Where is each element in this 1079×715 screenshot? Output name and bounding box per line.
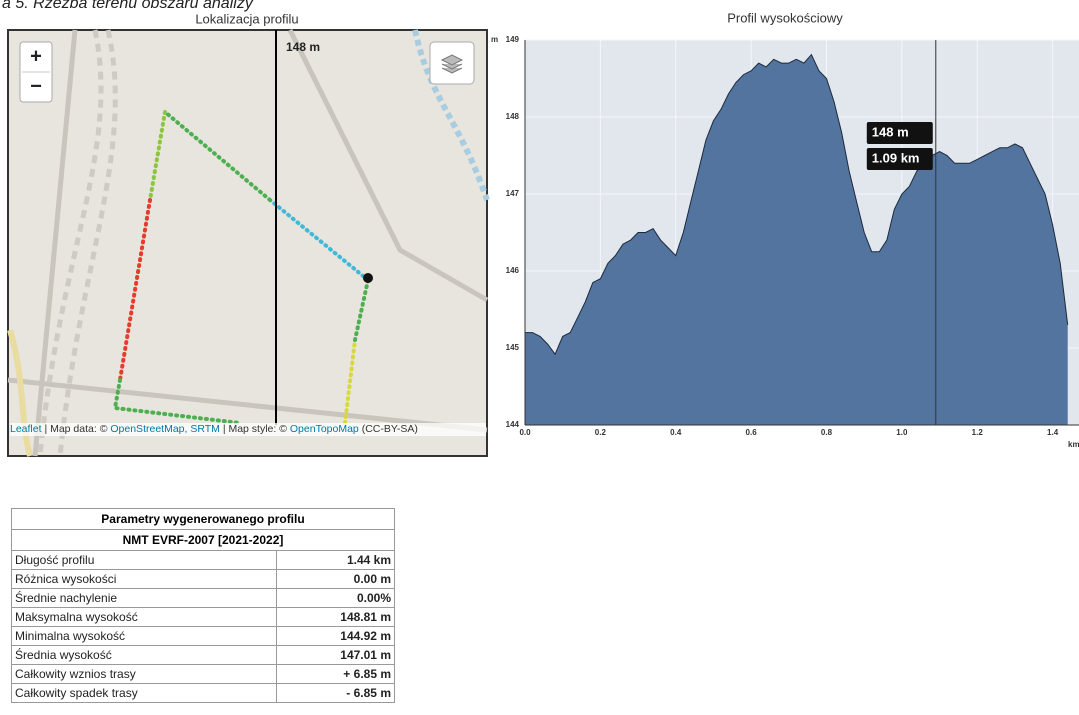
layers-button[interactable] [430, 42, 474, 84]
caption: a 5. Rzeźba terenu obszaru analizy [2, 0, 254, 12]
parameter-name: Średnia wysokość [12, 646, 277, 665]
parameter-value: 1.44 km [277, 551, 395, 570]
parameter-name: Minimalna wysokość [12, 627, 277, 646]
map-title: Lokalizacja profilu [195, 11, 298, 26]
table-row: Całkowity spadek trasy- 6.85 m [12, 684, 395, 703]
attribution-part: Leaflet [10, 423, 42, 435]
tooltip-text: 1.09 km [872, 150, 920, 165]
y-tick-label: 148 [506, 112, 520, 121]
x-tick-label: 0.8 [821, 428, 833, 437]
y-tick-label: 149 [506, 35, 520, 44]
table-title: Parametry wygenerowanego profilu [12, 509, 395, 530]
cursor-label: 148 m [286, 40, 320, 54]
position-marker [363, 273, 373, 283]
zoom-in-button[interactable]: + [30, 45, 42, 67]
x-tick-label: 0.0 [519, 428, 531, 437]
page: a 5. Rzeźba terenu obszaru analizy Lokal… [0, 0, 1079, 715]
tooltip-text: 148 m [872, 124, 909, 139]
parameter-name: Długość profilu [12, 551, 277, 570]
parameters-table: Parametry wygenerowanego profilu NMT EVR… [11, 508, 395, 703]
parameter-name: Średnie nachylenie [12, 589, 277, 608]
attribution-part: (CC-BY-SA) [359, 423, 418, 435]
y-tick-label: 147 [506, 189, 520, 198]
y-tick-label: 146 [506, 266, 520, 275]
attribution-part: OpenTopoMap [290, 423, 359, 435]
parameter-value: 0.00% [277, 589, 395, 608]
parameter-value: + 6.85 m [277, 665, 395, 684]
attribution-part: OpenStreetMap, SRTM [110, 423, 220, 435]
x-tick-label: 0.4 [670, 428, 682, 437]
zoom-out-button[interactable]: − [30, 75, 42, 97]
x-tick-label: 0.2 [595, 428, 607, 437]
y-tick-label: 144 [506, 420, 520, 429]
parameter-name: Maksymalna wysokość [12, 608, 277, 627]
y-tick-label: 145 [506, 343, 520, 352]
map-background [8, 30, 487, 456]
parameter-value: 0.00 m [277, 570, 395, 589]
attribution: Leaflet | Map data: © OpenStreetMap, SRT… [10, 423, 486, 436]
parameter-name: Całkowity spadek trasy [12, 684, 277, 703]
table-row: Całkowity wznios trasy+ 6.85 m [12, 665, 395, 684]
attribution-part: | Map style: © [220, 423, 290, 435]
x-tick-label: 1.4 [1047, 428, 1059, 437]
parameter-value: 148.81 m [277, 608, 395, 627]
x-unit: km [1068, 440, 1079, 449]
x-tick-label: 0.6 [746, 428, 758, 437]
parameter-value: - 6.85 m [277, 684, 395, 703]
attribution-part: | Map data: © [42, 423, 111, 435]
y-unit: m [491, 35, 498, 44]
x-tick-label: 1.0 [896, 428, 908, 437]
parameter-value: 144.92 m [277, 627, 395, 646]
parameter-name: Całkowity wznios trasy [12, 665, 277, 684]
parameter-name: Różnica wysokości [12, 570, 277, 589]
x-tick-label: 1.2 [972, 428, 984, 437]
parameter-value: 147.01 m [277, 646, 395, 665]
table-subtitle: NMT EVRF-2007 [2021-2022] [12, 530, 395, 551]
chart-title: Profil wysokościowy [727, 10, 843, 25]
map[interactable]: 148 m + − [8, 30, 487, 456]
